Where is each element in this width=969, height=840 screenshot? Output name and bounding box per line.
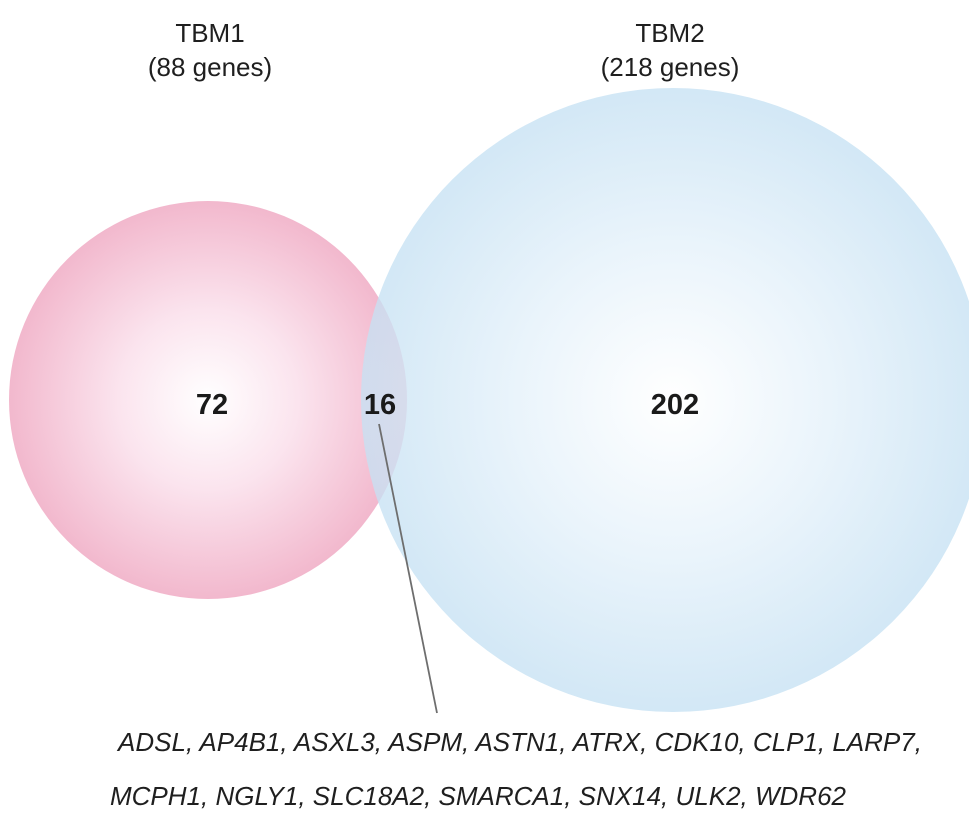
region-count-tbm2-only: 202 (651, 389, 699, 421)
overlap-gene-list-line-1: ADSL, AP4B1, ASXL3, ASPM, ASTN1, ATRX, C… (20, 727, 969, 758)
region-count-tbm1-only: 72 (196, 389, 228, 421)
overlap-gene-list-line-2: MCPH1, NGLY1, SLC18A2, SMARCA1, SNX14, U… (0, 781, 969, 812)
region-count-overlap: 16 (364, 389, 396, 421)
